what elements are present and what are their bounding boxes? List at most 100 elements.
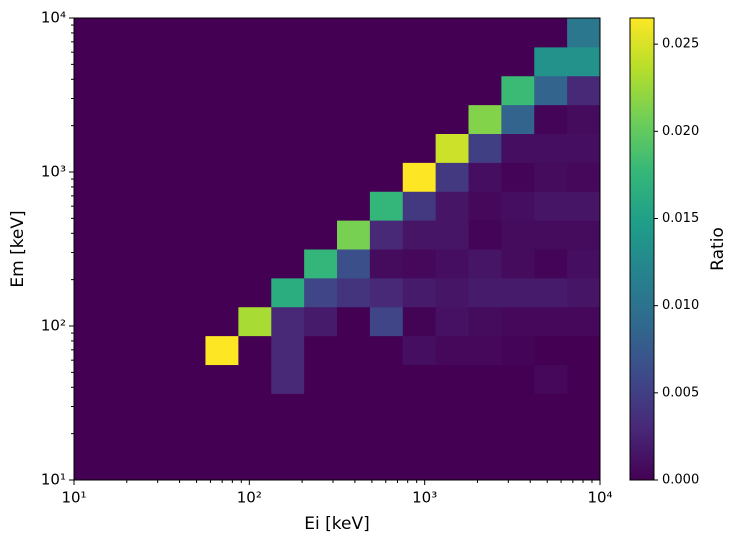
- heat-cell: [238, 104, 272, 134]
- heat-cell: [534, 18, 568, 48]
- heat-cell: [271, 162, 305, 192]
- heat-cell: [139, 335, 174, 366]
- heat-cell: [468, 191, 502, 221]
- x-tick-label: 10²: [237, 489, 262, 507]
- heat-cell: [435, 335, 470, 366]
- heat-cell: [567, 191, 601, 221]
- heat-cell: [402, 451, 437, 481]
- heat-cell: [172, 104, 206, 134]
- heat-cell: [336, 249, 371, 279]
- heat-cell: [435, 191, 470, 221]
- heat-cell: [402, 364, 437, 394]
- colorbar-label: Ratio: [708, 227, 728, 271]
- heat-cell: [468, 306, 502, 337]
- heat-cell: [74, 364, 108, 394]
- heat-cell: [534, 133, 568, 163]
- heat-cell: [336, 422, 371, 452]
- heat-cell: [172, 18, 206, 48]
- heat-cell: [468, 335, 502, 366]
- heat-cell: [534, 306, 568, 337]
- heat-cell: [106, 104, 141, 134]
- heat-cell: [271, 249, 305, 279]
- heat-cell: [172, 277, 206, 308]
- heat-cell: [369, 104, 404, 134]
- heat-cell: [501, 18, 535, 48]
- heat-cell: [304, 451, 338, 481]
- heat-cell: [369, 249, 404, 279]
- heat-cell: [271, 104, 305, 134]
- heat-cell: [238, 393, 272, 423]
- heat-cell: [501, 220, 535, 250]
- heat-cell: [172, 191, 206, 221]
- heat-cell: [304, 162, 338, 192]
- heat-cell: [304, 306, 338, 337]
- heat-cell: [468, 422, 502, 452]
- heat-cell: [402, 104, 437, 134]
- heat-cell: [271, 306, 305, 337]
- heat-cell: [435, 104, 470, 134]
- heat-cell: [106, 422, 141, 452]
- heat-cell: [172, 162, 206, 192]
- heat-cell: [435, 306, 470, 337]
- heat-cell: [139, 422, 174, 452]
- heat-cell: [501, 191, 535, 221]
- heat-cell: [336, 306, 371, 337]
- heatmap: [74, 18, 601, 481]
- heat-cell: [304, 18, 338, 48]
- heat-cell: [304, 75, 338, 106]
- heat-cell: [567, 393, 601, 423]
- heat-cell: [106, 277, 141, 308]
- heat-cell: [369, 451, 404, 481]
- heat-cell: [435, 277, 470, 308]
- heat-cell: [304, 133, 338, 163]
- heat-cell: [567, 364, 601, 394]
- heat-cell: [238, 335, 272, 366]
- heat-cell: [106, 364, 141, 394]
- y-tick-label: 10⁴: [41, 9, 66, 27]
- heat-cell: [106, 133, 141, 163]
- heat-cell: [139, 162, 174, 192]
- heat-cell: [336, 335, 371, 366]
- heat-cell: [205, 393, 239, 423]
- heat-cell: [468, 220, 502, 250]
- heat-cell: [567, 451, 601, 481]
- colorbar-tick-label: 0.015: [662, 211, 699, 226]
- heat-cell: [435, 220, 470, 250]
- heat-cell: [172, 133, 206, 163]
- heat-cell: [205, 277, 239, 308]
- heat-cell: [238, 191, 272, 221]
- heat-cell: [172, 249, 206, 279]
- heat-cell: [369, 191, 404, 221]
- heat-cell: [205, 46, 239, 77]
- heat-cell: [304, 249, 338, 279]
- colorbar-tick-label: 0.005: [662, 385, 699, 400]
- heat-cell: [369, 364, 404, 394]
- heat-cell: [402, 133, 437, 163]
- heat-cell: [534, 249, 568, 279]
- colorbar-tick-label: 0.000: [662, 473, 699, 488]
- heat-cell: [336, 46, 371, 77]
- heat-cell: [336, 18, 371, 48]
- heat-cell: [468, 18, 502, 48]
- heat-cell: [205, 364, 239, 394]
- heat-cell: [271, 220, 305, 250]
- heat-cell: [139, 75, 174, 106]
- heat-cell: [74, 335, 108, 366]
- heat-cell: [402, 75, 437, 106]
- heat-cell: [238, 18, 272, 48]
- heat-cell: [271, 422, 305, 452]
- heat-cell: [369, 18, 404, 48]
- heat-cell: [534, 220, 568, 250]
- heat-cell: [74, 277, 108, 308]
- heat-cell: [106, 335, 141, 366]
- heat-cell: [501, 335, 535, 366]
- heat-cell: [304, 46, 338, 77]
- heat-cell: [238, 249, 272, 279]
- heat-cell: [435, 364, 470, 394]
- y-tick-label: 10¹: [41, 471, 66, 489]
- heat-cell: [501, 162, 535, 192]
- heat-cell: [435, 162, 470, 192]
- heat-cell: [468, 249, 502, 279]
- heat-cell: [205, 191, 239, 221]
